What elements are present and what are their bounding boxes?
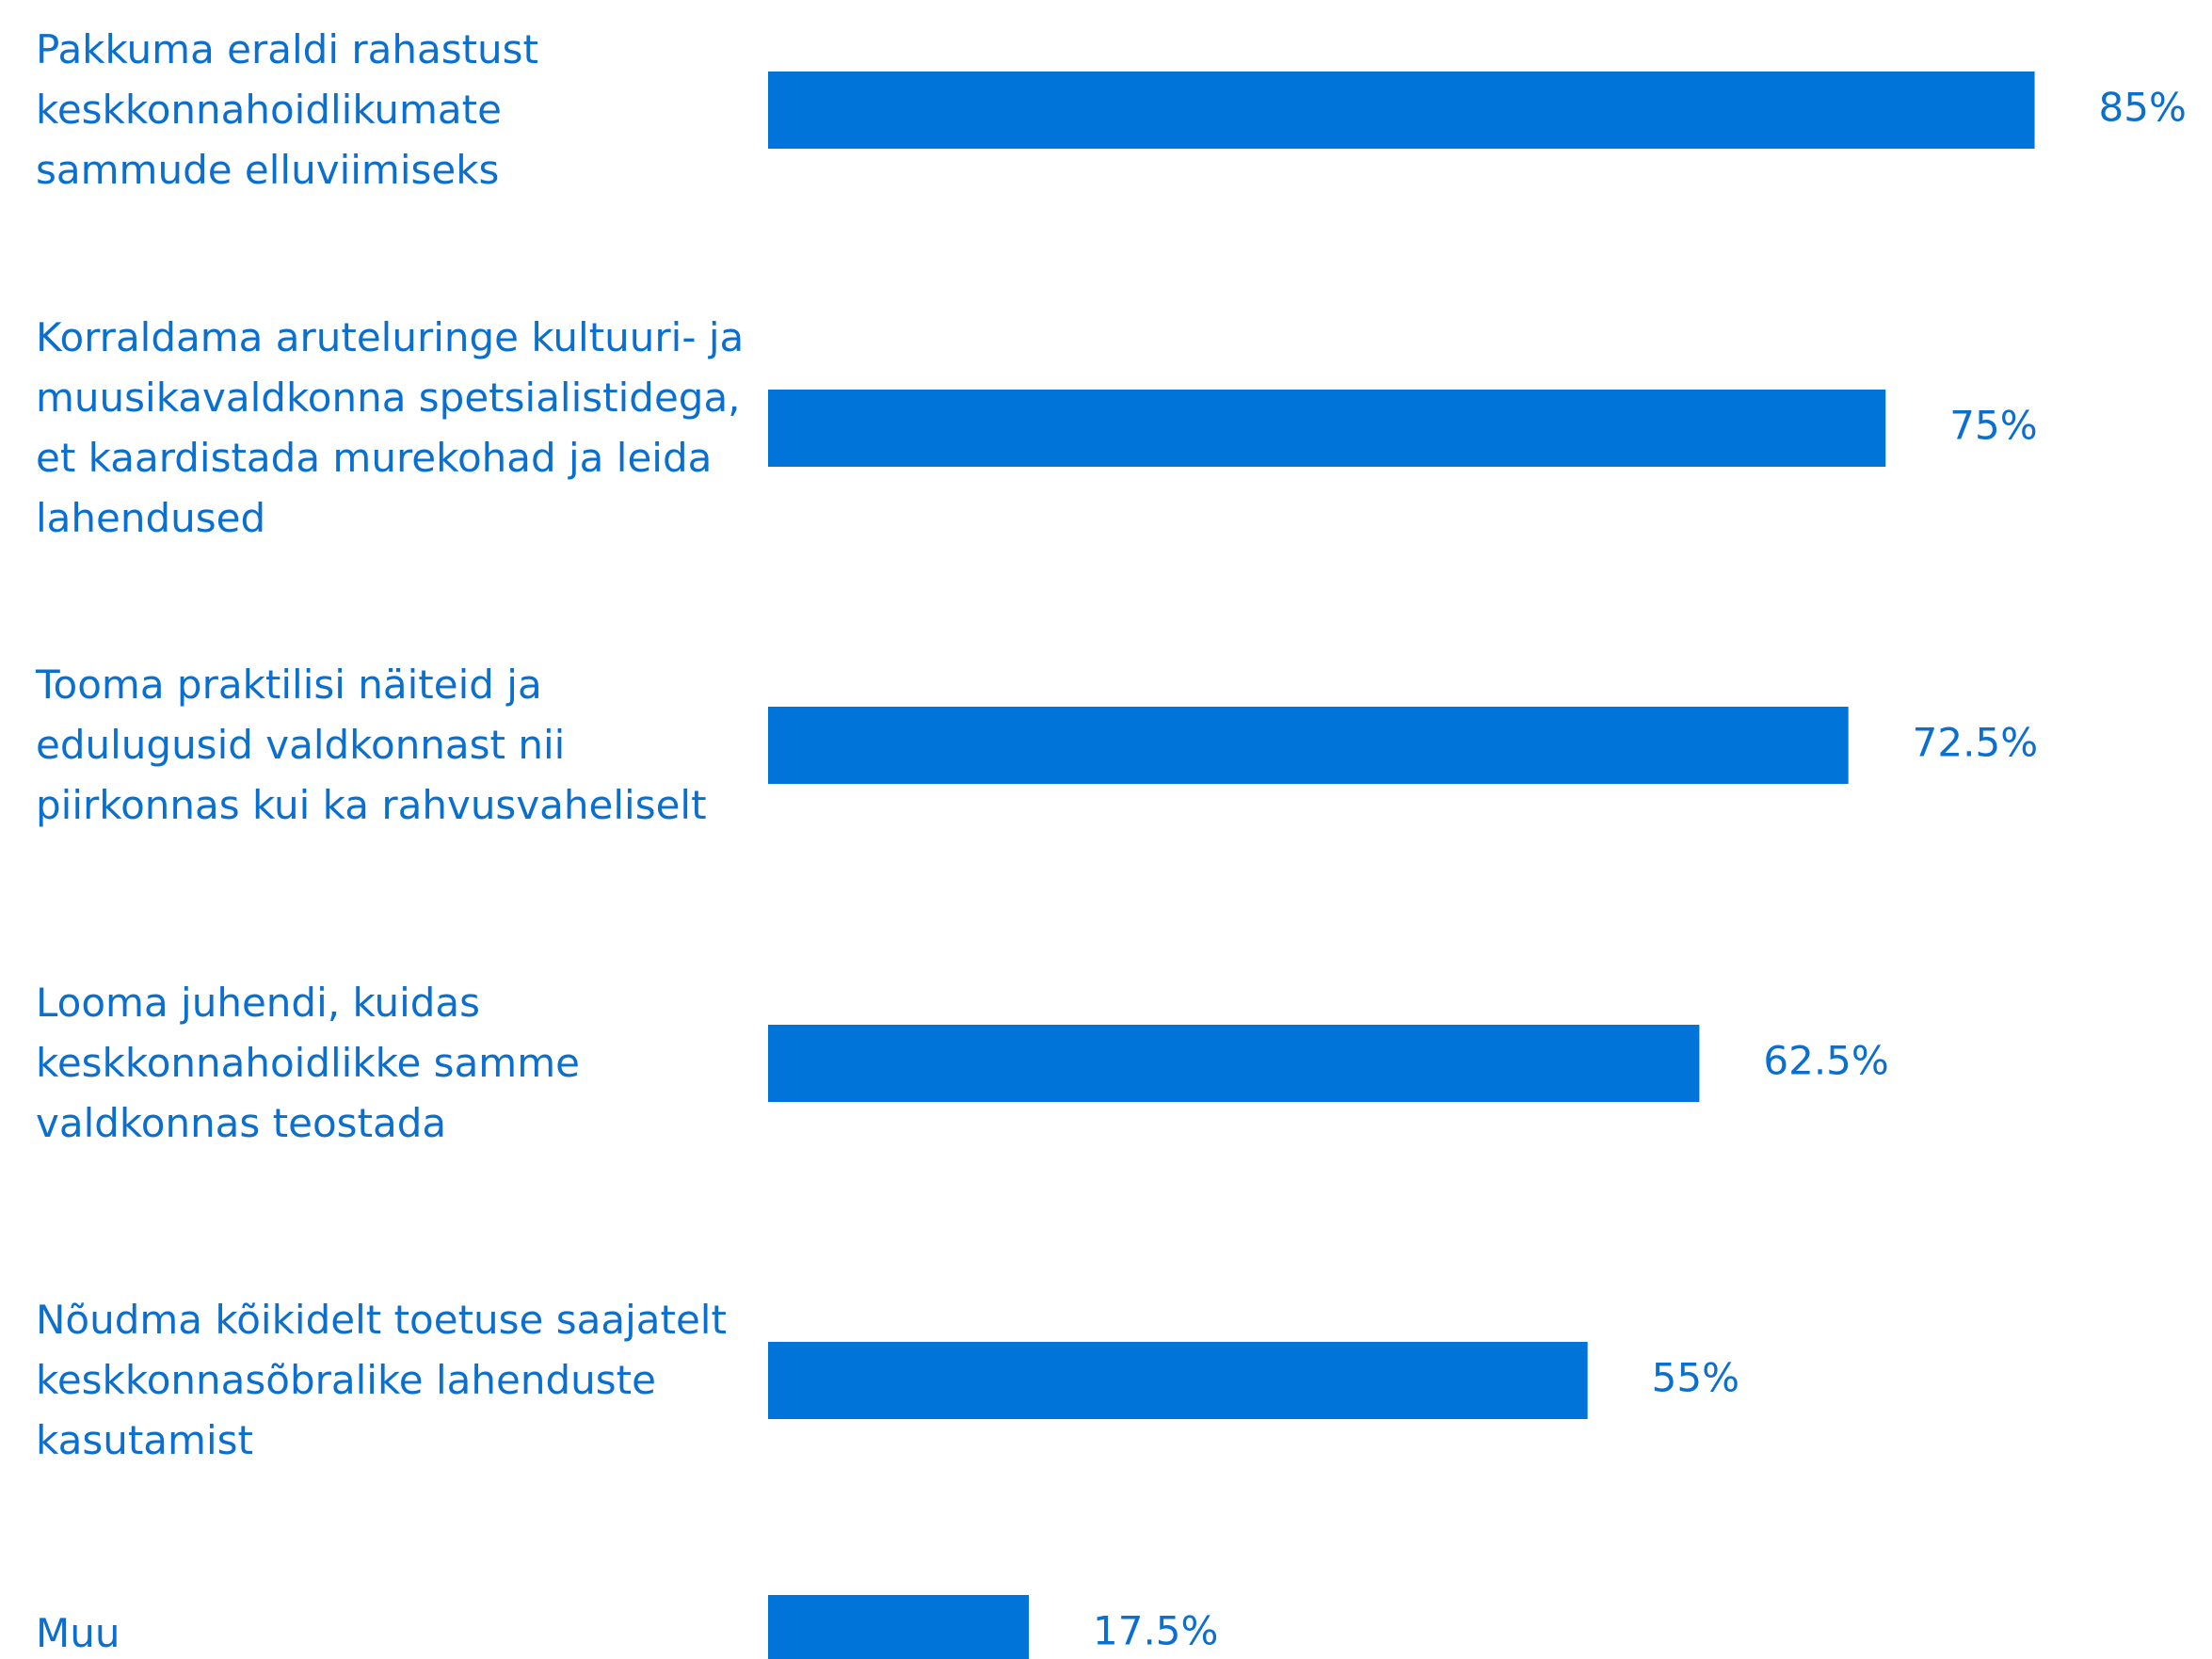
category-label: Looma juhendi, kuidas keskkonnahoidlikke… [36, 980, 580, 1146]
bar [768, 72, 2035, 149]
bar [768, 1342, 1588, 1419]
bar [768, 1025, 1700, 1102]
value-label: 17.5% [1093, 1608, 1218, 1654]
value-label: 55% [1652, 1355, 1739, 1401]
value-label: 62.5% [1763, 1038, 1888, 1084]
value-label: 85% [2099, 85, 2187, 131]
bar [768, 1595, 1030, 1659]
category-label: Tooma praktilisi näiteid ja edulugusid v… [36, 662, 707, 828]
value-label: 72.5% [1913, 720, 2038, 766]
category-label: Muu [36, 1610, 120, 1656]
bar [768, 390, 1886, 467]
value-label: 75% [1949, 403, 2037, 449]
category-label: Nõudma kõikidelt toetuse saajatelt keskk… [36, 1297, 727, 1463]
category-label: Korraldama aruteluringe kultuuri- ja muu… [36, 314, 745, 541]
bar [768, 707, 1849, 784]
category-label: Pakkuma eraldi rahastust keskkonnahoidli… [36, 26, 539, 193]
